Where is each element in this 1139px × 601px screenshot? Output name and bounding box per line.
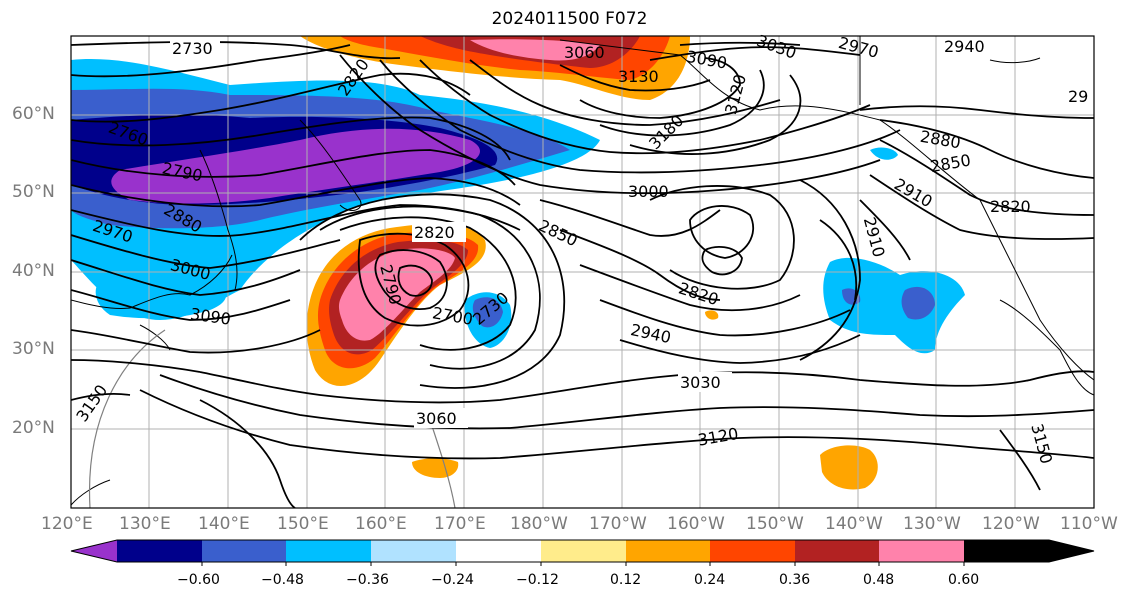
lon-label: 110°W (1060, 514, 1118, 534)
negative-anomaly-shading (71, 59, 965, 354)
lon-label: 150°E (277, 514, 329, 534)
colorbar-segment (117, 540, 202, 562)
lon-label: 120°E (41, 514, 93, 534)
colorbar-tick-label: 0.60 (948, 572, 980, 588)
map-title: 2024011500 F072 (491, 9, 648, 29)
colorbar-segment (371, 540, 456, 562)
colorbar-segment (202, 540, 286, 562)
colorbar-tick-label: −0.12 (516, 572, 559, 588)
lat-label: 30°N (12, 339, 55, 359)
colorbar-segment (626, 540, 710, 562)
contour-label: 3030 (680, 373, 721, 392)
lon-label: 140°W (825, 514, 883, 534)
colorbar-tick-label: −0.24 (431, 572, 474, 588)
contour-label: 3130 (618, 67, 659, 86)
contour-label: 2730 (172, 39, 213, 58)
lon-label: 150°W (746, 514, 804, 534)
lon-label: 160°W (667, 514, 725, 534)
colorbar-tick-label: −0.36 (346, 572, 389, 588)
colorbar-tick-label: 0.48 (863, 572, 895, 588)
gridlines (71, 36, 1094, 508)
colorbar-segment (456, 540, 541, 562)
colorbar-min-extension (71, 540, 117, 562)
contour-label: 3060 (416, 409, 457, 428)
reference-curve (88, 329, 166, 508)
lon-label: 180°W (510, 514, 568, 534)
colorbar-segment (541, 540, 626, 562)
contour-label: 3000 (628, 182, 669, 201)
lon-label: 120°W (982, 514, 1040, 534)
colorbar-tick-label: −0.60 (177, 572, 220, 588)
colorbar-segment (710, 540, 795, 562)
height-contours (71, 41, 1094, 508)
lat-label: 20°N (12, 418, 55, 438)
colorbar-tick-label: 0.24 (694, 572, 726, 588)
lat-label: 60°N (12, 104, 55, 124)
colorbar (70, 539, 1095, 566)
lon-label: 130°W (903, 514, 961, 534)
colorbar-max-extension (964, 540, 1094, 562)
lon-label: 140°E (198, 514, 250, 534)
colorbar-segment (879, 540, 964, 562)
contour-label: 2820 (990, 197, 1031, 216)
lon-label: 160°E (355, 514, 407, 534)
contour-label: 2940 (944, 37, 985, 56)
contour-label: 2820 (414, 223, 455, 242)
lon-label: 170°W (589, 514, 647, 534)
lat-label: 50°N (12, 182, 55, 202)
colorbar-segment (286, 540, 371, 562)
lon-label: 130°E (119, 514, 171, 534)
lat-label: 40°N (12, 261, 55, 281)
colorbar-tick-label: −0.48 (261, 572, 304, 588)
colorbar-segment (795, 540, 879, 562)
plot-frame (70, 35, 1095, 509)
contour-label: 3060 (564, 43, 605, 62)
contour-label: 29 (1068, 87, 1088, 106)
colorbar-tick-label: 0.36 (779, 572, 811, 588)
lon-label: 170°E (434, 514, 486, 534)
map-plot-area (71, 36, 1094, 508)
colorbar-tick-label: 0.12 (610, 572, 642, 588)
